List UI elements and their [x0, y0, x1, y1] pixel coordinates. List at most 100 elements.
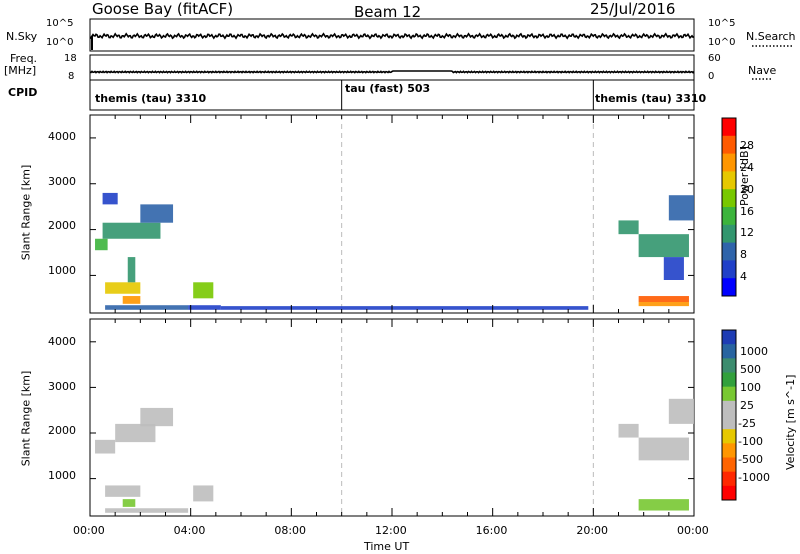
velocity-colorbar-swatch [722, 485, 736, 501]
velocity-cbar-tick-m500: -500 [738, 453, 763, 466]
power-colorbar-swatch [722, 224, 736, 244]
power-colorbar-swatch [722, 118, 736, 137]
power-colorbar-swatch [722, 153, 736, 172]
velocity-data-cell [638, 437, 689, 461]
nave-label: Nave [748, 64, 777, 77]
power-data-cell [188, 305, 221, 310]
power-data-cell [220, 306, 589, 310]
power-data-cell [140, 204, 174, 223]
power-cbar-tick-28: 28 [740, 139, 754, 152]
power-data-cell [638, 234, 689, 258]
velocity-cbar-tick-m25: -25 [738, 417, 756, 430]
velocity-colorbar-swatch [722, 344, 736, 359]
beam-title: Beam 12 [354, 3, 422, 21]
freq-panel-frame [89, 54, 695, 81]
velocity-colorbar-swatch [722, 400, 736, 416]
power-data-cell [105, 282, 141, 294]
velocity-data-cell [618, 423, 639, 438]
power-data-cell [95, 238, 108, 251]
power-cbar-tick-8: 8 [740, 248, 747, 261]
nsky-trace [89, 32, 695, 40]
velocity-data-cell [122, 499, 136, 507]
velocity-colorbar-swatch [722, 429, 736, 444]
xtick-2000: 20:00 [576, 524, 609, 537]
power-ylabel: Slant Range [km] [19, 164, 33, 261]
power-data-cell [618, 220, 639, 235]
power-cbar-tick-12: 12 [740, 226, 754, 239]
xtick-1200: 12:00 [375, 524, 407, 537]
power-data-cell [638, 296, 689, 302]
power-data-cell [638, 302, 689, 307]
xlabel: Time UT [364, 540, 410, 553]
power-colorbar-swatch [722, 171, 736, 190]
power-data-cell [193, 282, 214, 299]
power-data-cell [127, 257, 136, 283]
power-ytick-4000: 4000 [48, 130, 76, 143]
power-data-cell [668, 195, 694, 221]
velocity-colorbar-swatch [722, 358, 736, 373]
power-colorbar-swatch [722, 242, 736, 261]
velocity-cbar-tick-m100: -100 [738, 435, 763, 448]
xtick-0800: 08:00 [274, 524, 307, 537]
station-title: Goose Bay (fitACF) [92, 0, 234, 18]
cpid-label: CPID [8, 86, 38, 99]
power-data-cell [102, 222, 161, 239]
cpid-segment-2: tau (fast) 503 [345, 82, 431, 95]
nave-tick-low: 0 [708, 71, 715, 82]
nave-tick-high: 60 [708, 53, 721, 64]
freq-tick-low: 8 [68, 71, 75, 82]
power-cbar-tick-4: 4 [740, 270, 747, 283]
velocity-data-cell [668, 398, 694, 424]
velocity-cbar-tick-1000: 1000 [740, 345, 768, 358]
power-data-cell [105, 305, 189, 310]
velocity-data-cell [95, 439, 116, 454]
velocity-colorbar-swatch [722, 471, 736, 487]
power-colorbar-swatch [722, 260, 736, 279]
power-colorbar-swatch [722, 207, 736, 226]
power-ytick-2000: 2000 [48, 219, 76, 232]
velocity-colorbar-swatch [722, 415, 736, 430]
velocity-data-cell [140, 407, 174, 427]
freq-tick-high: 18 [64, 53, 77, 64]
velocity-cbar-tick-500: 500 [740, 363, 761, 376]
power-cbar-tick-20: 20 [740, 183, 754, 196]
velocity-data-cell [105, 508, 189, 513]
freq-unit: [MHz] [4, 64, 37, 77]
velocity-colorbar-frame [721, 329, 737, 501]
velocity-cbar-label: Velocity [m s^-1] [784, 374, 797, 470]
velocity-cbar-tick-100: 100 [740, 381, 761, 394]
nsearch-tick-high: 10^5 [708, 18, 736, 29]
nsky-tick-low: 10^0 [46, 37, 74, 48]
velocity-data-cell [638, 499, 689, 511]
power-data-cell [663, 257, 684, 280]
cpid-segment-3: themis (tau) 3310 [595, 92, 707, 105]
xtick-0000: 00:00 [73, 524, 105, 537]
power-ytick-3000: 3000 [48, 175, 76, 188]
velocity-ytick-4000: 4000 [48, 335, 76, 348]
velocity-colorbar-swatch [722, 372, 736, 388]
power-ytick-1000: 1000 [48, 264, 76, 277]
power-colorbar-swatch [722, 189, 736, 208]
nsky-panel-frame [89, 18, 695, 52]
xtick-0400: 04:00 [173, 524, 206, 537]
nsky-tick-high: 10^5 [46, 18, 74, 29]
velocity-data-cell [105, 485, 141, 497]
power-cbar-label: Power [dB] [738, 146, 751, 206]
velocity-cbar-tick-25: 25 [740, 399, 754, 412]
velocity-data-cell [193, 485, 214, 502]
nsearch-tick-low: 10^0 [708, 37, 736, 48]
velocity-colorbar-swatch [722, 443, 736, 458]
power-cbar-tick-24: 24 [740, 161, 754, 174]
velocity-data-cell [115, 423, 156, 443]
power-data-cell [122, 296, 141, 304]
velocity-ytick-3000: 3000 [48, 380, 76, 393]
freq-trace [89, 70, 695, 74]
freq-label: Freq. [10, 52, 38, 65]
velocity-colorbar-swatch [722, 386, 736, 402]
velocity-ytick-2000: 2000 [48, 424, 76, 437]
xtick-0000-end: 00:00 [677, 524, 709, 537]
velocity-colorbar-swatch [722, 457, 736, 473]
cpid-segment-1: themis (tau) 3310 [95, 92, 207, 105]
power-colorbar-frame [721, 117, 737, 297]
